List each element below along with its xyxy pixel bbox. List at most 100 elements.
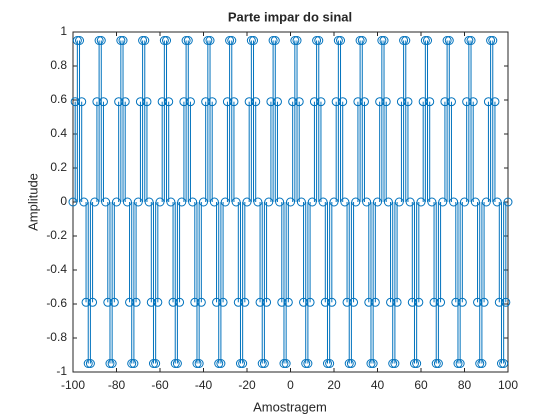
stem-marker bbox=[194, 359, 204, 368]
stem-marker bbox=[85, 359, 95, 368]
stem bbox=[379, 36, 389, 202]
stem-marker bbox=[196, 297, 206, 307]
stem bbox=[85, 202, 95, 368]
stem bbox=[486, 36, 496, 202]
stem bbox=[98, 97, 108, 202]
stem-marker bbox=[488, 36, 498, 45]
stem bbox=[142, 97, 152, 202]
stem-marker bbox=[468, 97, 478, 107]
stem bbox=[349, 202, 359, 307]
stem-marker bbox=[281, 359, 291, 368]
stem-marker bbox=[203, 36, 213, 45]
stem bbox=[105, 202, 115, 368]
stem bbox=[399, 36, 409, 202]
stem bbox=[453, 202, 463, 368]
stem-marker bbox=[272, 97, 282, 107]
stem-marker bbox=[436, 297, 446, 307]
stem-marker bbox=[381, 97, 391, 107]
stem-marker bbox=[355, 36, 365, 45]
stem bbox=[503, 197, 513, 207]
stem-marker bbox=[181, 36, 191, 45]
stem-marker bbox=[409, 359, 419, 368]
stem bbox=[412, 202, 422, 368]
stem-marker bbox=[379, 36, 389, 45]
stem bbox=[333, 36, 343, 202]
stem bbox=[194, 202, 204, 368]
stem-marker bbox=[475, 359, 485, 368]
stem bbox=[316, 97, 326, 202]
x-tick-label: -100 bbox=[61, 378, 85, 392]
y-tick-label: 0 bbox=[60, 194, 67, 208]
stem-marker bbox=[218, 297, 228, 307]
stem bbox=[294, 97, 304, 202]
stem-marker bbox=[336, 36, 346, 45]
stem bbox=[381, 97, 391, 202]
y-tick-label: -0.4 bbox=[46, 262, 67, 276]
x-tick-label: 100 bbox=[498, 378, 518, 392]
stem bbox=[359, 97, 369, 202]
stem-marker bbox=[142, 97, 152, 107]
stem bbox=[442, 36, 452, 202]
y-tick-label: -1 bbox=[56, 364, 67, 378]
stem-marker bbox=[249, 36, 259, 45]
y-tick-label: -0.2 bbox=[46, 228, 67, 242]
stem-marker bbox=[327, 297, 337, 307]
stem bbox=[392, 202, 402, 307]
y-tick-label: 0.2 bbox=[50, 160, 67, 174]
stem-marker bbox=[88, 297, 98, 307]
stem-marker bbox=[105, 359, 115, 368]
plot-area bbox=[72, 31, 509, 373]
stem bbox=[312, 36, 322, 202]
stem-marker bbox=[77, 97, 87, 107]
stem bbox=[279, 202, 289, 368]
stem-marker bbox=[477, 359, 487, 368]
stem-marker bbox=[344, 359, 354, 368]
stem bbox=[83, 202, 93, 368]
stem-marker bbox=[412, 359, 422, 368]
y-tick-label: -0.6 bbox=[46, 296, 67, 310]
stem bbox=[72, 36, 82, 202]
stem bbox=[401, 36, 411, 202]
stem-marker bbox=[346, 359, 356, 368]
x-tick-label: 80 bbox=[458, 378, 472, 392]
stem-marker bbox=[214, 359, 224, 368]
stem bbox=[344, 202, 354, 368]
stem-marker bbox=[499, 359, 509, 368]
stem-marker bbox=[98, 97, 108, 107]
stem-marker bbox=[501, 297, 511, 307]
y-tick-label: -0.8 bbox=[46, 330, 67, 344]
stem-marker bbox=[251, 97, 261, 107]
stem-marker bbox=[207, 97, 217, 107]
stem bbox=[109, 202, 119, 307]
stem bbox=[172, 202, 182, 368]
stem bbox=[107, 202, 117, 368]
x-tick-label: 20 bbox=[327, 378, 341, 392]
stem bbox=[153, 202, 163, 307]
stem bbox=[249, 36, 259, 202]
stem-marker bbox=[464, 36, 474, 45]
stem-marker bbox=[401, 36, 411, 45]
y-tick-label: 1 bbox=[60, 24, 67, 38]
stem-marker bbox=[259, 359, 269, 368]
stem bbox=[327, 202, 337, 307]
stem-marker bbox=[290, 36, 300, 45]
stem bbox=[77, 97, 87, 202]
stem bbox=[455, 202, 465, 368]
stem bbox=[272, 97, 282, 202]
stem-marker bbox=[138, 36, 148, 45]
stem-marker bbox=[444, 36, 454, 45]
stem-marker bbox=[392, 297, 402, 307]
stem bbox=[292, 36, 302, 202]
stem-marker bbox=[359, 97, 369, 107]
stem-marker bbox=[446, 97, 456, 107]
stem bbox=[138, 36, 148, 202]
stem-marker bbox=[312, 36, 322, 45]
stem-marker bbox=[96, 36, 106, 45]
stem bbox=[403, 97, 413, 202]
stem-marker bbox=[170, 359, 180, 368]
y-tick-label: 0.6 bbox=[50, 92, 67, 106]
stem bbox=[466, 36, 476, 202]
stem-marker bbox=[357, 36, 367, 45]
stem bbox=[336, 36, 346, 202]
stem bbox=[229, 97, 239, 202]
